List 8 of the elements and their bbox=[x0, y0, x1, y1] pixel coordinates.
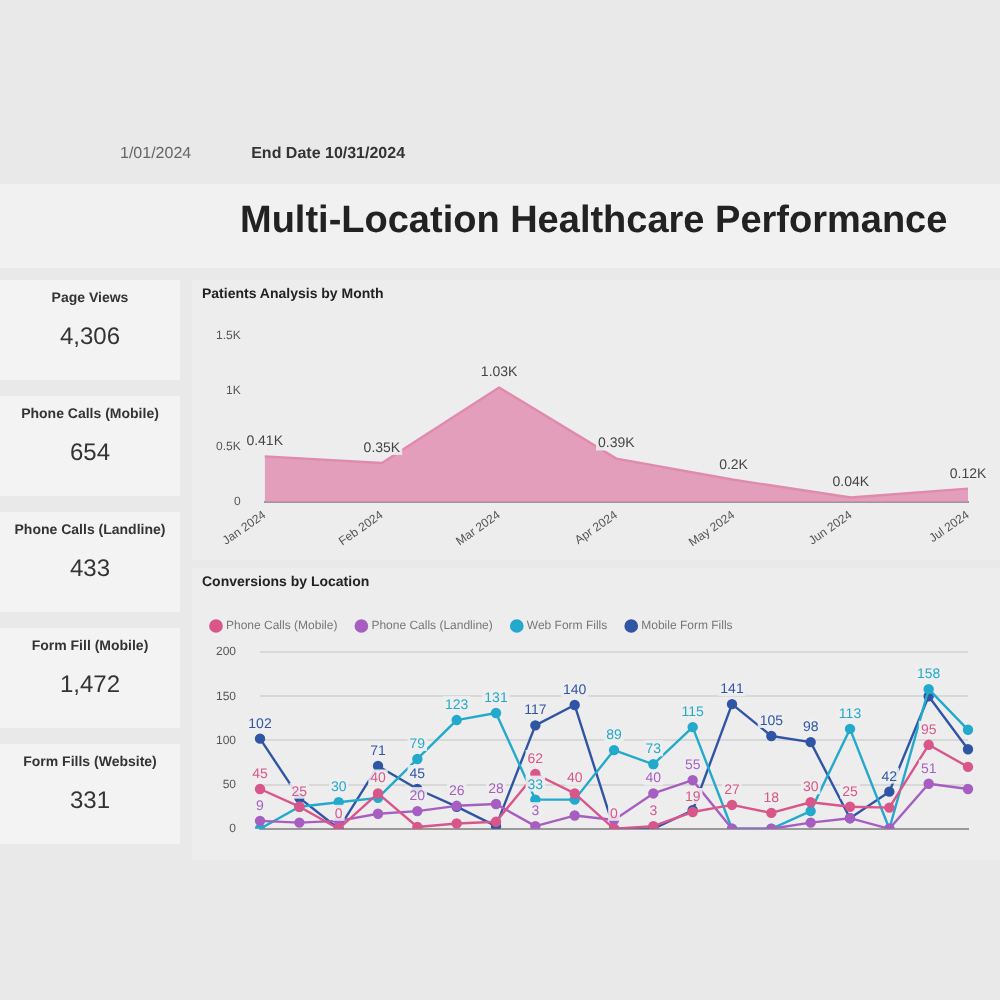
text: 433 bbox=[67, 554, 113, 582]
text: 1/01/2024 bbox=[120, 144, 192, 162]
text: 331 bbox=[67, 786, 113, 814]
text: 1,472 bbox=[57, 670, 123, 698]
text: End Date 10/31/2024 bbox=[251, 144, 406, 162]
text: 654 bbox=[67, 438, 113, 466]
text: 4,306 bbox=[57, 322, 123, 350]
text: Multi-Location Healthcare Performance bbox=[240, 200, 948, 244]
